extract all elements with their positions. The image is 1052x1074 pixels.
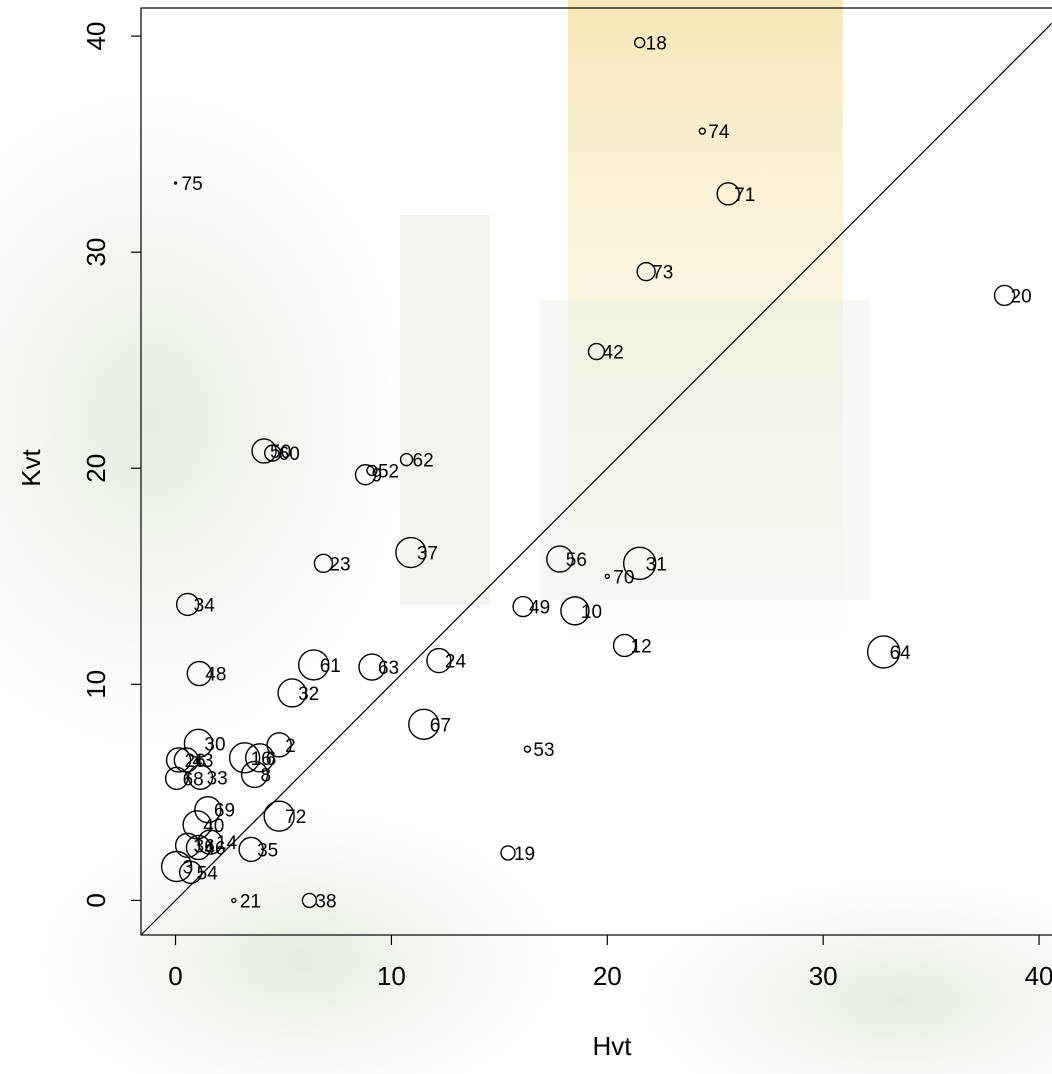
point-label: 32	[298, 684, 319, 705]
point-label: 20	[1011, 286, 1032, 307]
point-label: 71	[734, 185, 755, 206]
page: {"chart_data": {"type": "scatter", "x_la…	[0, 0, 1052, 1074]
point-label: 68	[183, 769, 204, 790]
point-label: 21	[240, 891, 261, 912]
point-label: 24	[445, 652, 467, 673]
point-label: 60	[279, 444, 300, 465]
y-tick-label: 20	[81, 454, 111, 483]
point-label: 70	[613, 567, 634, 588]
point-label: 10	[581, 602, 602, 623]
point-label: 12	[631, 636, 652, 657]
x-tick-label: 0	[168, 961, 182, 991]
point-label: 54	[197, 863, 219, 884]
point-label: 23	[329, 554, 350, 575]
chart: Hvt Kvt 0 10 20 30 40 0 10 20 30 40 18 74 75 71 73 20 42…	[0, 0, 1052, 1074]
point-label: 8	[261, 765, 272, 786]
point-label: 63	[378, 658, 399, 679]
point-label: 56	[566, 550, 587, 571]
point-label: 62	[413, 451, 434, 472]
point-label: 33	[207, 768, 228, 789]
point-label: 42	[603, 343, 624, 364]
point-label: 38	[315, 891, 336, 912]
x-tick-label: 40	[1025, 961, 1052, 991]
point-label: 2	[285, 736, 296, 757]
point-label: 46	[204, 838, 225, 859]
point-label: 73	[652, 263, 673, 284]
background-decoration	[0, 0, 1052, 1074]
y-axis-label: Kvt	[16, 448, 46, 486]
x-tick-label: 10	[377, 961, 406, 991]
point-label: 35	[257, 840, 278, 861]
point-label: 64	[890, 643, 912, 664]
point-label: 67	[430, 715, 451, 736]
point	[524, 746, 530, 752]
point-label: 37	[417, 544, 438, 565]
x-tick-label: 20	[593, 961, 622, 991]
point-label: 72	[285, 807, 306, 828]
y-tick-label: 0	[81, 893, 111, 907]
point-label: 61	[320, 656, 341, 677]
x-tick-label: 30	[809, 961, 838, 991]
point-label: 48	[205, 665, 226, 686]
y-tick-label: 30	[81, 238, 111, 267]
point-label: 34	[194, 595, 216, 616]
point-label: 74	[708, 122, 730, 143]
point-label: 18	[646, 34, 667, 55]
point-label: 3	[183, 858, 194, 879]
y-tick-label: 40	[81, 22, 111, 51]
point-label: 53	[533, 740, 554, 761]
y-tick-label: 10	[81, 670, 111, 699]
point-label: 75	[182, 174, 203, 195]
point	[501, 846, 515, 860]
point-label: 52	[378, 461, 399, 482]
point-label: 49	[529, 598, 550, 619]
x-axis-label: Hvt	[593, 1031, 633, 1061]
point-label: 31	[646, 554, 667, 575]
point-label: 19	[514, 844, 535, 865]
